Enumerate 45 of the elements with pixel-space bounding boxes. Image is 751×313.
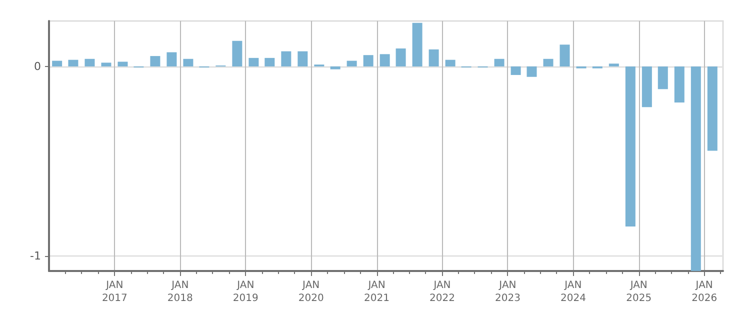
bar	[248, 58, 259, 66]
x-tick-label: JAN 2019	[232, 280, 258, 304]
bar	[183, 58, 194, 66]
bar	[363, 55, 374, 66]
bar	[690, 66, 701, 271]
bar	[428, 49, 439, 66]
bar	[494, 58, 504, 66]
bar	[608, 64, 619, 66]
x-tick-label: JAN 2018	[167, 280, 193, 304]
bar	[232, 40, 242, 66]
bar	[526, 66, 537, 77]
bar	[118, 62, 128, 66]
bar	[396, 48, 406, 66]
bar	[264, 58, 275, 66]
bar	[330, 66, 340, 70]
y-tick-label: -1	[30, 249, 41, 262]
bar	[658, 66, 668, 90]
x-tick-label: JAN 2020	[298, 280, 324, 304]
bar	[642, 66, 652, 108]
bar	[52, 60, 62, 66]
bar	[560, 44, 570, 66]
y-tick-label: 0	[34, 60, 41, 73]
bar	[101, 62, 112, 66]
x-tick-label: JAN 2024	[560, 280, 586, 304]
bar	[298, 51, 308, 66]
x-tick-label: JAN 2022	[430, 280, 455, 304]
bar	[84, 58, 95, 66]
bar	[150, 56, 160, 66]
bar	[412, 22, 422, 66]
bar	[543, 58, 554, 66]
x-tick-label: JAN 2023	[494, 280, 520, 304]
x-tick-label: JAN 2021	[364, 280, 390, 304]
bar	[625, 66, 636, 226]
bar	[674, 66, 684, 102]
x-tick-label: JAN 2017	[102, 280, 128, 304]
bar	[346, 60, 357, 66]
x-tick-label: JAN 2026	[692, 280, 718, 304]
bar	[445, 60, 456, 66]
x-tick-label: JAN 2025	[626, 280, 652, 304]
bar	[166, 52, 177, 66]
bar	[380, 54, 390, 66]
bar	[707, 66, 718, 151]
bar	[68, 60, 78, 66]
bar	[510, 66, 521, 75]
bar	[281, 51, 292, 66]
